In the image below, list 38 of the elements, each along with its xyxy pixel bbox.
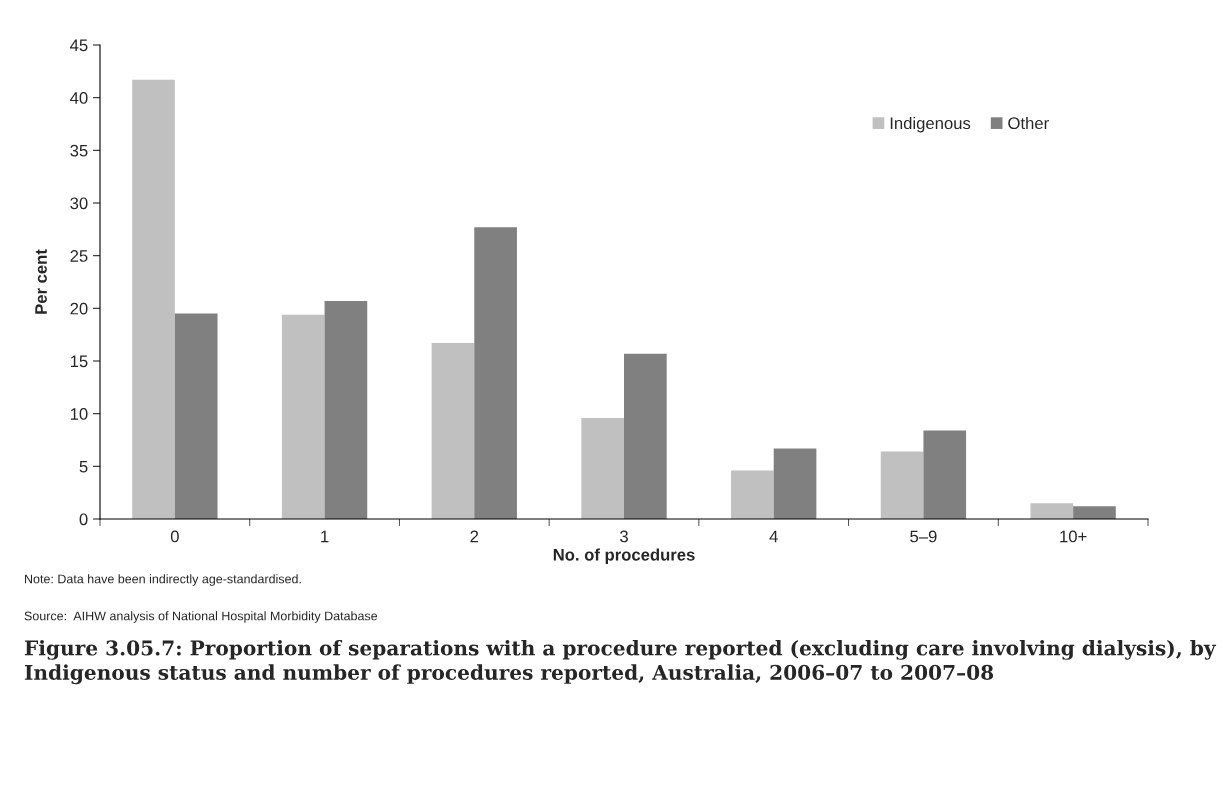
y-tick-label: 40 [70, 92, 88, 104]
y-tick-label: 5 [79, 460, 88, 473]
text: Note: Data have been indirectly age-standardised. [25, 574, 301, 586]
bar [731, 470, 774, 519]
y-tick-label: 25 [70, 250, 88, 262]
y-tick-label: 45 [70, 39, 88, 52]
bar [581, 417, 624, 519]
bar [281, 314, 325, 519]
bar [474, 227, 517, 519]
x-tick-label: 10+ [1060, 530, 1087, 543]
y-tick-label: 0 [79, 513, 88, 526]
bar [1073, 506, 1116, 519]
y-tick-label: 30 [70, 197, 88, 210]
bar [174, 313, 218, 519]
x-tick-label: 1 [321, 530, 329, 543]
legend-label: Other [1008, 116, 1049, 130]
legend-label: Indigenous [890, 116, 971, 133]
bar [431, 343, 475, 519]
y-tick-label: 10 [70, 408, 88, 420]
x-tick-label: 5–9 [910, 530, 937, 543]
text: Figure 3.05.7: Proportion of separations with a procedure reported (excluding care involving dialysis), by Indigenous status and number of procedures reported, Australia, 2006–07 to 2007–08 [24, 640, 1217, 685]
bar [923, 430, 967, 519]
bar [1030, 503, 1074, 519]
bar [324, 300, 368, 519]
y-axis-title: Per cent [35, 249, 47, 314]
bar [880, 451, 924, 519]
x-tick-label: 3 [620, 530, 628, 543]
bar [132, 79, 175, 519]
bar [624, 353, 667, 519]
x-tick-label: 2 [470, 530, 479, 543]
bar [773, 448, 817, 519]
x-axis-title: No. of procedures [553, 548, 695, 564]
x-tick-label: 0 [170, 530, 179, 543]
y-tick-label: 20 [70, 302, 88, 315]
y-tick-label: 35 [70, 144, 88, 157]
source-note: Source: AIHW analysis of National Hospital Morbidity Database [24, 611, 378, 623]
y-tick-label: 15 [70, 355, 88, 368]
x-tick-label: 4 [769, 530, 778, 543]
